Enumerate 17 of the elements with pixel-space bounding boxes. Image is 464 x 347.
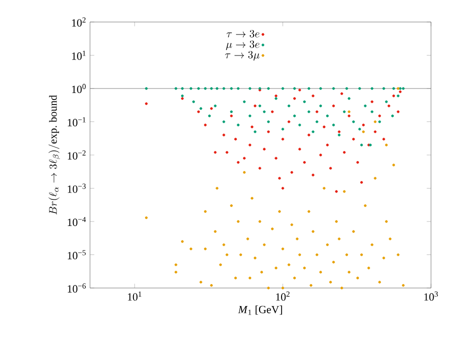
y-axis-title: $Br(\ell_\alpha \to 3\ell_\beta)/\mathrm{exp.\ bound}$ <box>48 95 60 215</box>
x-tick-label: 10$^{2}$ <box>276 292 290 301</box>
legend-label: $\mu \to 3e$ <box>226 40 260 50</box>
y-tick-label: 10$^{−4}$ <box>68 216 86 226</box>
legend-label: $\tau \to 3\mu$ <box>225 50 260 61</box>
y-tick-label: 10$^{−2}$ <box>68 150 86 160</box>
x-tick-label: 10$^{3}$ <box>424 292 438 301</box>
y-tick-label: 10$^{2}$ <box>72 17 86 27</box>
y-tick-label: 10$^{−3}$ <box>68 184 86 193</box>
x-tick-label: 10$^{1}$ <box>128 292 142 301</box>
legend-label: $\tau \to 3e$ <box>226 30 260 38</box>
y-tick-label: 10$^{−1}$ <box>68 117 86 126</box>
y-tick-label: 10$^{−6}$ <box>68 283 86 293</box>
y-tick-label: 10$^{1}$ <box>72 50 86 60</box>
y-tick-label: 10$^{−5}$ <box>68 250 86 260</box>
y-tick-label: 10$^{0}$ <box>72 84 86 94</box>
x-axis-title: M$_{1}$ [GeV] <box>238 306 282 315</box>
